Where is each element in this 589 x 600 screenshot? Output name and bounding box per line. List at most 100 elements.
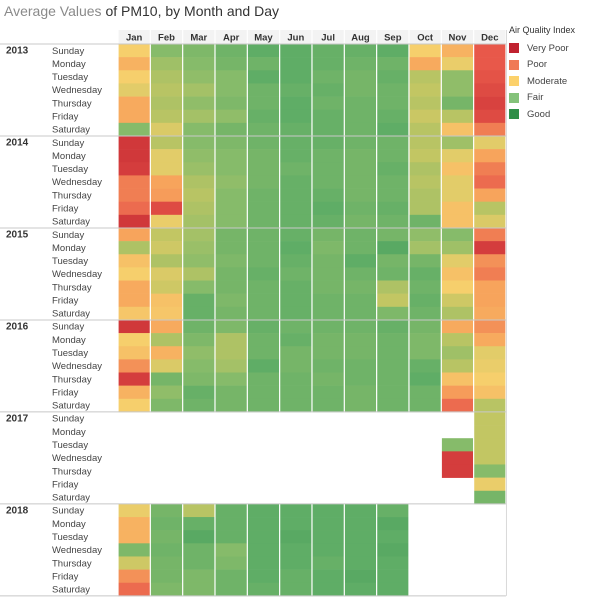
heatmap-cell	[214, 398, 248, 413]
heatmap-cell	[473, 214, 507, 229]
heatmap-cell	[473, 333, 507, 347]
heatmap-cell	[182, 582, 216, 597]
heatmap-cell	[118, 188, 151, 202]
column-header: Jul	[321, 33, 335, 44]
heatmap-cell	[182, 175, 216, 189]
heatmap-cell	[118, 122, 151, 137]
heatmap-cell	[311, 227, 345, 242]
heatmap-cell	[214, 556, 248, 570]
column-header: May	[254, 33, 273, 44]
column-header: Feb	[158, 33, 175, 44]
legend: Air Quality Index Very Poor Poor Moderate F…	[509, 25, 589, 123]
heatmap-cell	[279, 70, 313, 84]
row-label: Monday	[52, 243, 86, 254]
heatmap-cell	[150, 556, 183, 570]
heatmap-cell	[408, 319, 442, 334]
heatmap-cell	[150, 214, 183, 229]
row-label: Thursday	[52, 558, 92, 569]
heatmap-cell	[150, 135, 183, 150]
heatmap-cell	[311, 556, 345, 570]
heatmap-cell	[279, 149, 313, 163]
heatmap-cell	[311, 214, 345, 229]
heatmap-cell	[214, 346, 248, 360]
heatmap-cell	[118, 241, 151, 255]
heatmap-cell	[118, 319, 151, 334]
heatmap-cell	[279, 44, 313, 58]
row-label: Friday	[52, 203, 79, 214]
heatmap-cell	[279, 122, 313, 137]
heatmap-cell	[150, 280, 183, 294]
row-label: Thursday	[52, 282, 92, 293]
heatmap-cell	[376, 530, 410, 544]
heatmap-cell	[182, 503, 216, 518]
heatmap-cell	[118, 346, 151, 360]
heatmap-cell	[408, 267, 442, 281]
heatmap-cell	[311, 201, 345, 216]
heatmap-cell	[182, 359, 216, 373]
heatmap-cell	[182, 280, 216, 294]
heatmap-cell	[408, 44, 442, 58]
heatmap-cell	[150, 149, 183, 163]
heatmap-cell	[150, 57, 183, 71]
heatmap-cell	[279, 306, 313, 321]
heatmap-cell	[118, 569, 151, 584]
heatmap-cell	[441, 241, 474, 255]
heatmap-cell	[473, 346, 507, 360]
heatmap-cell	[441, 135, 474, 150]
heatmap-cell	[118, 385, 151, 400]
heatmap-cell	[376, 149, 410, 163]
heatmap-cell	[279, 385, 313, 400]
heatmap-cell	[279, 359, 313, 373]
heatmap-cell	[376, 241, 410, 255]
heatmap-cell	[118, 582, 151, 597]
heatmap-cell	[214, 530, 248, 544]
column-header: Dec	[481, 33, 498, 44]
heatmap-cell	[182, 241, 216, 255]
heatmap-cell	[311, 293, 345, 308]
heatmap-cell	[344, 254, 377, 268]
heatmap-cell	[344, 517, 377, 531]
heatmap-cell	[441, 201, 474, 216]
heatmap-cell	[118, 398, 151, 413]
row-label: Tuesday	[52, 72, 88, 83]
heatmap-cell	[150, 569, 183, 584]
heatmap-cell	[441, 122, 474, 137]
row-label: Sunday	[52, 322, 84, 333]
heatmap-cell	[279, 333, 313, 347]
row-label: Monday	[52, 427, 86, 438]
heatmap-cell	[441, 346, 474, 360]
heatmap-cell	[279, 280, 313, 294]
heatmap-cell	[279, 569, 313, 584]
row-label: Thursday	[52, 190, 92, 201]
heatmap-cell	[441, 188, 474, 202]
heatmap-cell	[441, 280, 474, 294]
heatmap-cell	[441, 398, 474, 413]
heatmap-cell	[344, 503, 377, 518]
heatmap-cell	[247, 254, 280, 268]
heatmap-cell	[344, 188, 377, 202]
heatmap-cell	[150, 70, 183, 84]
heatmap-cell	[311, 162, 345, 176]
heatmap-cell	[376, 267, 410, 281]
heatmap-cell	[150, 306, 183, 321]
heatmap-cell	[311, 398, 345, 413]
heatmap-cell	[408, 122, 442, 137]
heatmap-cell	[376, 57, 410, 71]
heatmap-cell	[376, 359, 410, 373]
heatmap-cell	[118, 135, 151, 150]
heatmap-cell	[311, 582, 345, 597]
heatmap-cell	[441, 227, 474, 242]
legend-label: Poor	[527, 59, 548, 71]
heatmap-cell	[441, 254, 474, 268]
legend-swatch	[509, 92, 519, 103]
year-label: 2014	[6, 137, 29, 148]
legend-item: Good	[509, 106, 589, 123]
heatmap-cell	[247, 346, 280, 360]
heatmap-cell	[473, 319, 507, 334]
heatmap-cell	[473, 372, 507, 386]
heatmap-cell	[311, 44, 345, 58]
heatmap-cell	[182, 96, 216, 110]
heatmap-cell	[247, 44, 280, 58]
heatmap-cell	[408, 162, 442, 176]
heatmap-cell	[279, 556, 313, 570]
